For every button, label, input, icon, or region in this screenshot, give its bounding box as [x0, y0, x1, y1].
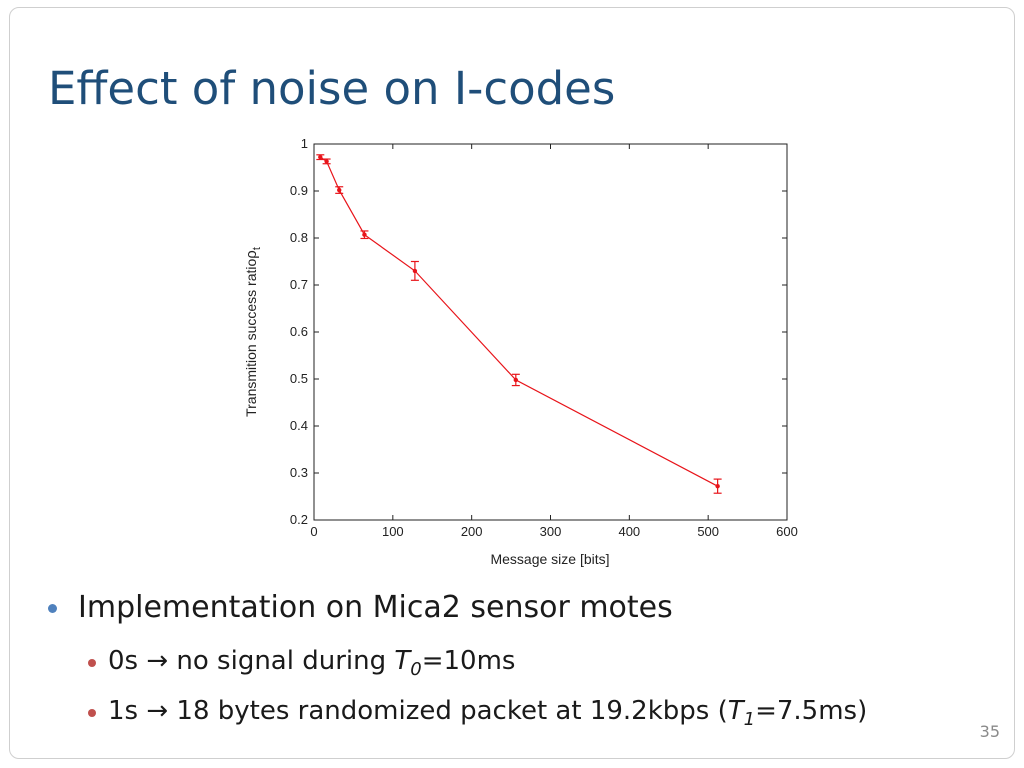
x-axis-label: Message size [bits]	[490, 551, 609, 567]
y-tick-label: 0.7	[290, 277, 308, 292]
x-tick-label: 200	[461, 524, 483, 539]
bullet-sub-2: 1s → 18 bytes randomized packet at 19.2k…	[88, 696, 867, 730]
y-tick-label: 0.3	[290, 465, 308, 480]
y-tick-label: 0.6	[290, 324, 308, 339]
success-ratio-chart: 0 100 200 300 400 500 600 0.2 0.3 0.4 0.5 0.6 0.7 0.8…	[243, 136, 798, 567]
x-tick-label: 600	[776, 524, 798, 539]
x-tick-label: 500	[697, 524, 719, 539]
y-tick-label: 0.5	[290, 371, 308, 386]
bullet-dot-icon	[48, 604, 57, 613]
bullet-dot-icon	[88, 709, 96, 717]
data-point	[715, 483, 720, 489]
data-point	[337, 187, 342, 193]
slide-frame	[9, 7, 1015, 759]
y-axis-label: Transmition success ratioρt	[243, 247, 263, 417]
y-axis-label-group: Transmition success ratioρt	[243, 247, 263, 417]
x-tick-label: 0	[310, 524, 317, 539]
bullet-sub-1: 0s → no signal during T0=10ms	[88, 646, 515, 680]
data-point	[513, 377, 519, 383]
y-tick-label: 0.9	[290, 183, 308, 198]
data-point	[362, 232, 367, 237]
x-tick-label: 300	[540, 524, 562, 539]
data-point	[324, 159, 329, 164]
bullet-main-text: Implementation on Mica2 sensor motes	[78, 590, 673, 625]
y-tick-label: 0.8	[290, 230, 308, 245]
y-tick-label: 0.2	[290, 512, 308, 527]
plot-area	[313, 143, 788, 521]
bullet-sub-1-text: 0s → no signal during T0=10ms	[108, 646, 516, 681]
bullet-main: Implementation on Mica2 sensor motes	[48, 590, 673, 625]
series-line	[319, 156, 718, 487]
y-tick-label: 1	[301, 136, 308, 151]
data-point	[412, 268, 418, 274]
x-tick-label: 400	[618, 524, 640, 539]
page-number: 35	[979, 722, 1000, 741]
y-tick-label: 0.4	[290, 418, 308, 433]
series-group	[316, 154, 722, 494]
axis-ticks: 0 100 200 300 400 500 600 0.2 0.3 0.4 0.5 0.6 0.7 0.8…	[290, 136, 798, 539]
data-point	[318, 154, 323, 160]
slide-title: Effect of noise on I-codes	[48, 62, 616, 115]
bullet-dot-icon	[88, 659, 96, 667]
x-tick-label: 100	[382, 524, 404, 539]
bullet-sub-2-text: 1s → 18 bytes randomized packet at 19.2k…	[108, 696, 868, 731]
